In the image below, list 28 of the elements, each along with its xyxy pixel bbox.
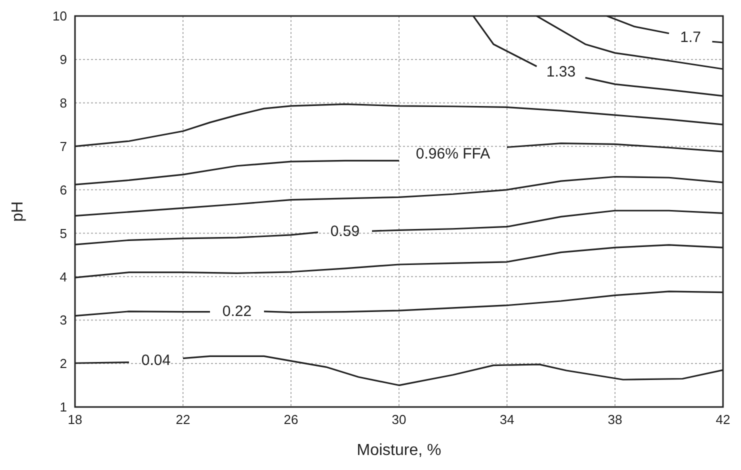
y-tick-label: 5 xyxy=(60,226,67,241)
series-label: 0.22 xyxy=(222,303,252,320)
x-tick-label: 30 xyxy=(392,412,406,428)
y-axis-title: pH xyxy=(10,201,27,222)
y-tick-label: 3 xyxy=(60,312,67,328)
line-series xyxy=(75,176,723,217)
x-tick-label: 34 xyxy=(500,412,514,428)
y-tick-label: 2 xyxy=(60,356,67,372)
series-label: 0.59 xyxy=(330,223,360,240)
line-series xyxy=(75,103,723,148)
x-tick-label: 38 xyxy=(608,412,622,428)
x-tick-label: 18 xyxy=(68,412,82,428)
y-tick-label: 8 xyxy=(60,96,67,111)
y-tick-label: 4 xyxy=(60,269,67,284)
x-axis-title: Moisture, % xyxy=(356,442,442,459)
y-tick-label: 7 xyxy=(60,138,67,154)
line-series xyxy=(75,244,723,278)
series-label: 1.7 xyxy=(680,29,702,46)
x-tick-label: 22 xyxy=(176,412,190,428)
y-tick-label: 6 xyxy=(60,182,67,198)
y-tick-label: 9 xyxy=(60,52,67,68)
x-tick-label: 26 xyxy=(284,412,298,428)
series-label: 0.96% FFA xyxy=(416,145,490,162)
y-tick-label: 10 xyxy=(52,8,67,24)
series-label: 1.33 xyxy=(546,64,576,81)
y-tick-label: 1 xyxy=(60,400,67,415)
x-tick-label: 42 xyxy=(716,412,730,428)
series-label: 0.04 xyxy=(141,352,171,369)
